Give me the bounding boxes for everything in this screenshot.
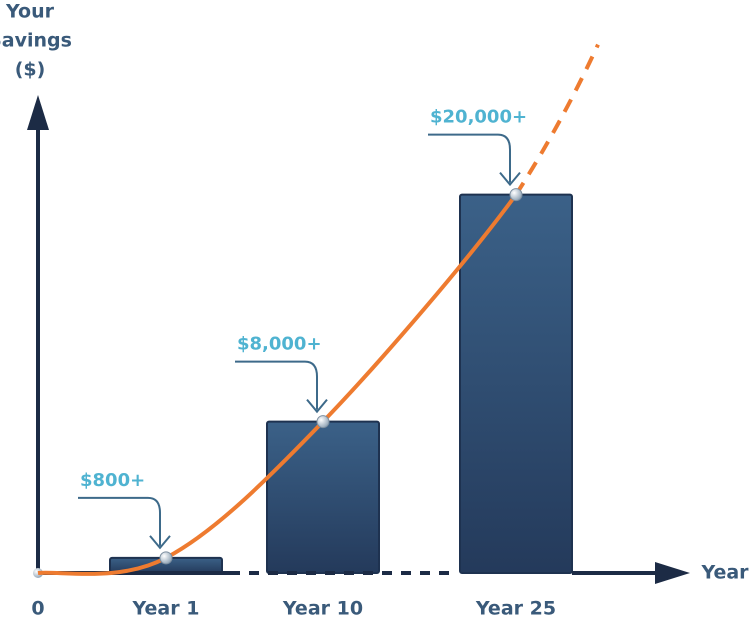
bar	[266, 420, 380, 575]
x-axis-label: Year	[700, 562, 749, 584]
leader-arrow	[306, 398, 328, 414]
y-axis-label: Savings	[0, 30, 72, 52]
data-point	[159, 551, 173, 565]
value-label: $20,000+	[430, 107, 527, 128]
value-label: $800+	[80, 470, 145, 491]
leader-line	[235, 360, 318, 410]
y-tick-label: 0	[31, 598, 44, 619]
leader-arrow	[149, 535, 171, 550]
y-axis-arrow	[27, 95, 49, 130]
leader-line	[428, 133, 511, 183]
trend-extension	[514, 43, 600, 196]
y-axis-label: ($)	[15, 59, 46, 81]
x-tick-label: Year 10	[282, 598, 363, 619]
leader-arrow	[499, 171, 521, 187]
x-tick-label: Year 1	[132, 598, 200, 619]
leader-line	[78, 496, 161, 546]
data-point	[316, 415, 330, 429]
value-label: $8,000+	[237, 334, 322, 355]
bar	[459, 193, 573, 574]
data-point	[509, 188, 523, 202]
x-tick-label: Year 25	[475, 598, 556, 619]
x-axis-arrow	[655, 562, 690, 584]
y-axis-label: Your	[5, 1, 55, 23]
trend-line	[37, 193, 518, 576]
